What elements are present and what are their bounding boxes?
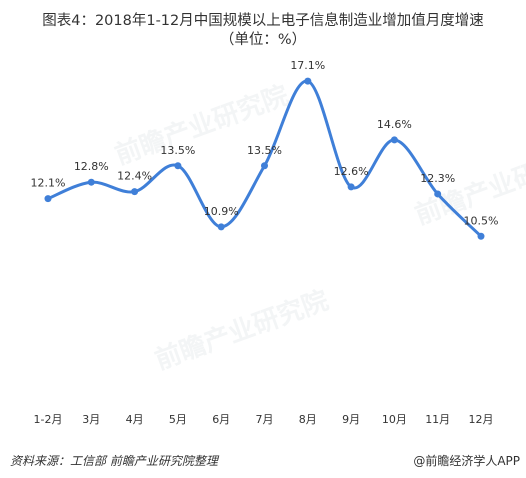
- footer: 资料来源：工信部 前瞻产业研究院整理 @前瞻经济学人APP: [0, 448, 526, 478]
- data-label: 17.1%: [290, 59, 325, 72]
- data-point: [87, 178, 95, 186]
- data-point: [174, 162, 182, 170]
- data-point: [347, 183, 355, 191]
- data-point: [304, 77, 312, 85]
- chart-title-line1: 图表4：2018年1-12月中国规模以上电子信息制造业增加值月度增速: [42, 13, 484, 29]
- data-label: 12.6%: [334, 165, 369, 178]
- x-tick-label: 7月: [256, 413, 274, 426]
- data-point: [131, 188, 139, 196]
- data-point: [477, 232, 485, 240]
- data-label: 13.5%: [247, 144, 282, 157]
- x-tick-label: 12月: [469, 413, 494, 426]
- x-tick-label: 1-2月: [34, 413, 63, 426]
- data-label: 12.3%: [420, 172, 455, 185]
- source-note: 资料来源：工信部 前瞻产业研究院整理: [10, 454, 218, 468]
- data-label: 12.1%: [31, 177, 66, 190]
- line-chart: 12.1% 1-2月 12.8% 3月 12.4% 4月 13.5% 5月 10.9% 6月 13.…: [31, 59, 499, 426]
- data-point: [390, 136, 398, 144]
- data-label: 12.8%: [74, 160, 109, 173]
- brand-credit: @前瞻经济学人APP: [413, 454, 520, 468]
- data-point: [217, 223, 225, 231]
- data-label: 12.4%: [117, 170, 152, 183]
- data-point: [261, 162, 268, 170]
- chart-title: 图表4：2018年1-12月中国规模以上电子信息制造业增加值月度增速 （单位：%…: [0, 12, 526, 50]
- x-tick-label: 3月: [82, 413, 100, 426]
- series-line: [47, 79, 483, 238]
- x-tick-label: 6月: [212, 413, 230, 426]
- x-tick-label: 8月: [299, 413, 317, 426]
- data-label: 13.5%: [160, 144, 195, 157]
- x-tick-label: 11月: [425, 413, 450, 426]
- data-label: 14.6%: [377, 118, 412, 131]
- data-label: 10.9%: [204, 205, 239, 218]
- chart-title-line2: （单位：%）: [219, 32, 307, 48]
- x-tick-label: 9月: [342, 413, 360, 426]
- data-point: [44, 195, 52, 203]
- x-tick-label: 10月: [382, 413, 407, 426]
- data-point: [434, 190, 442, 198]
- x-tick-label: 5月: [169, 413, 187, 426]
- x-tick-label: 4月: [126, 413, 144, 426]
- data-label: 10.5%: [464, 214, 499, 227]
